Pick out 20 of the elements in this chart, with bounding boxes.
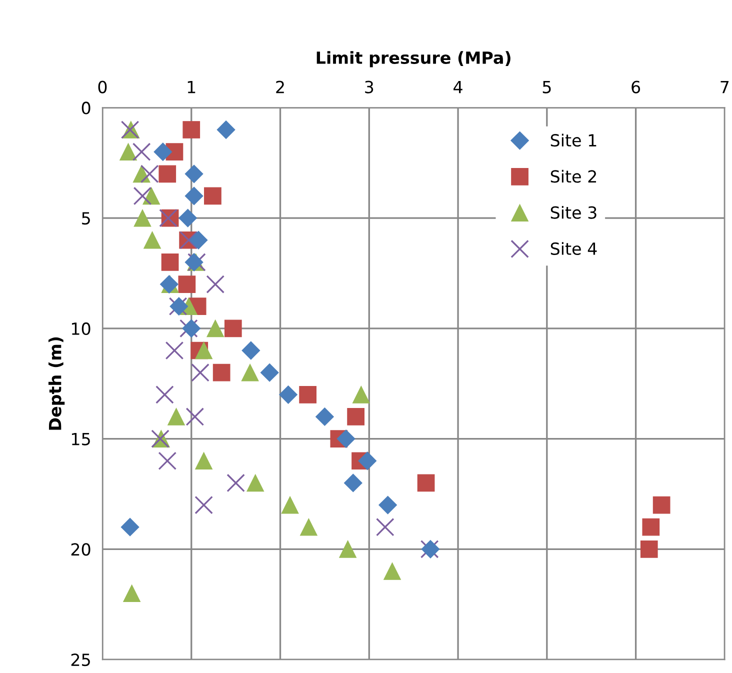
x-tick-label: 0: [98, 80, 107, 94]
legend-label: Site 3: [550, 206, 596, 219]
y-tick-label: 15: [72, 432, 90, 446]
x-tick-label: 7: [720, 80, 729, 94]
x-tick-label: 4: [454, 80, 462, 94]
y-tick-label: 25: [71, 654, 90, 666]
x-tick-label: 3: [365, 80, 374, 94]
y-axis-title: Depth (m): [48, 337, 65, 430]
legend-label: Site 1: [550, 134, 596, 147]
y-tick-label: 0: [82, 102, 90, 114]
x-tick-label: 6: [632, 80, 640, 94]
y-tick-label: 5: [82, 212, 90, 225]
legend-label: Site 2: [550, 170, 596, 183]
y-tick-label: 20: [71, 543, 90, 556]
x-tick-label: 1: [188, 80, 196, 94]
x-axis-title: Limit pressure (MPa): [316, 51, 510, 68]
x-tick-label: 5: [542, 80, 551, 94]
x-tick-label: 2: [276, 80, 284, 94]
y-tick-label: 10: [72, 322, 90, 335]
legend-label: Site 4: [550, 242, 597, 256]
